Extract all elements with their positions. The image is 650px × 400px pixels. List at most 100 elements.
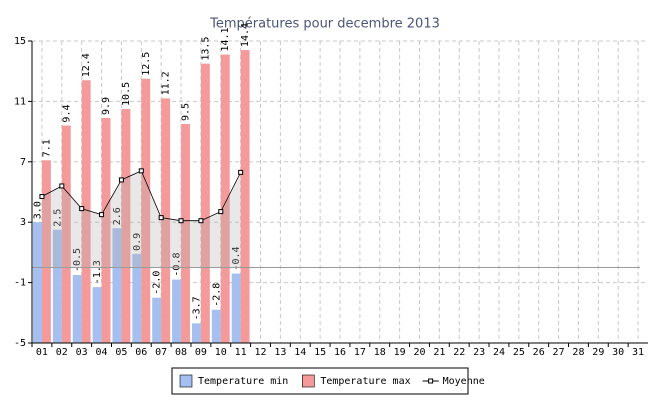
x-tick-label: 22 [453,347,465,358]
value-label: -0.5 [72,248,83,272]
bar [101,118,111,343]
chart-title: Températures pour decembre 2013 [209,17,440,32]
bar [152,297,162,343]
x-tick-label: 07 [155,347,167,358]
bar [172,279,182,343]
bar [92,287,102,343]
x-tick-label: 04 [96,347,108,358]
value-label: -0.8 [172,252,183,276]
y-tick-label: 3 [20,217,26,228]
value-label: 3.0 [32,201,43,219]
bar [161,98,171,343]
value-label: 14.4 [240,23,251,47]
average-marker [158,215,164,221]
x-tick-label: 15 [314,347,326,358]
value-label: 7.1 [41,139,52,157]
average-marker [178,218,184,224]
average-marker [99,212,105,218]
value-label: 2.6 [112,207,123,225]
x-tick-label: 20 [413,347,425,358]
average-marker [59,183,65,189]
bar [141,78,151,343]
value-label: 14.1 [220,27,231,51]
x-tick-label: 29 [592,347,604,358]
average-marker [198,218,204,224]
legend-box [171,367,469,395]
x-tick-label: 10 [215,347,227,358]
value-label: 9.5 [181,103,192,121]
x-tick-label: 31 [632,347,644,358]
value-label: 10.5 [121,82,132,106]
average-marker [218,209,224,215]
value-label: -2.8 [211,283,222,307]
x-tick-label: 17 [354,347,366,358]
bar [200,63,210,344]
x-tick-label: 23 [473,347,485,358]
bar [191,323,201,343]
value-label: -2.0 [152,271,163,295]
value-label: 13.5 [200,37,211,61]
legend-label: Temperature min [198,376,288,387]
x-tick-label: 08 [175,347,187,358]
value-label: 0.9 [132,233,143,251]
average-marker [118,177,124,183]
x-tick-label: 30 [612,347,624,358]
y-tick-label: 11 [14,96,26,107]
x-tick-label: 11 [235,347,247,358]
y-tick-label: 15 [14,36,26,47]
bar [231,273,241,343]
value-label: -0.4 [231,246,242,270]
bar [211,309,221,343]
legend-label: Temperature max [320,376,410,387]
legend-swatch [302,374,315,388]
x-tick-label: 27 [553,347,565,358]
plot-area: -5 -1 3 7 11 15 01 02 03 04 05 06 07 08 09 10 11 12 13 14 15… [14,23,648,358]
average-area [41,170,241,268]
value-label: -1.3 [92,260,103,284]
value-label: 9.9 [101,97,112,115]
average-marker [238,169,244,175]
x-tick-label: 16 [334,347,346,358]
x-tick-label: 13 [274,347,286,358]
x-tick-label: 09 [195,347,207,358]
bar [112,228,122,343]
bar [220,54,230,344]
legend-label: Moyenne [443,376,485,387]
x-tick-label: 01 [36,347,48,358]
x-tick-label: 24 [493,347,505,358]
y-tick-label: -5 [14,338,26,349]
x-tick-label: 21 [433,347,445,358]
bar [132,253,142,343]
x-tick-label: 02 [56,347,68,358]
bar [121,108,131,343]
bar [61,125,71,343]
x-tick-label: 19 [394,347,406,358]
x-tick-label: 14 [294,347,306,358]
value-label: 12.4 [81,53,92,77]
x-tick-label: 05 [115,347,127,358]
average-marker [39,194,45,200]
bar [32,222,42,343]
x-tick-label: 26 [533,347,545,358]
x-tick-label: 12 [254,347,266,358]
average-marker [79,206,85,212]
x-tick-label: 06 [135,347,147,358]
bar [81,80,91,343]
y-tick-label: -1 [14,278,26,289]
value-label: 2.5 [52,209,63,227]
y-tick-label: 7 [20,157,26,168]
x-tick-label: 18 [374,347,386,358]
bar [72,275,82,343]
value-label: 9.4 [61,104,72,122]
bar [52,229,62,343]
legend-marker [428,378,434,384]
bar [240,50,250,344]
bar [41,160,51,343]
legend-swatch [179,374,193,388]
average-marker [138,168,144,174]
x-tick-label: 25 [513,347,525,358]
x-tick-label: 28 [572,347,584,358]
value-label: 11.2 [161,71,172,95]
bar [181,124,190,343]
